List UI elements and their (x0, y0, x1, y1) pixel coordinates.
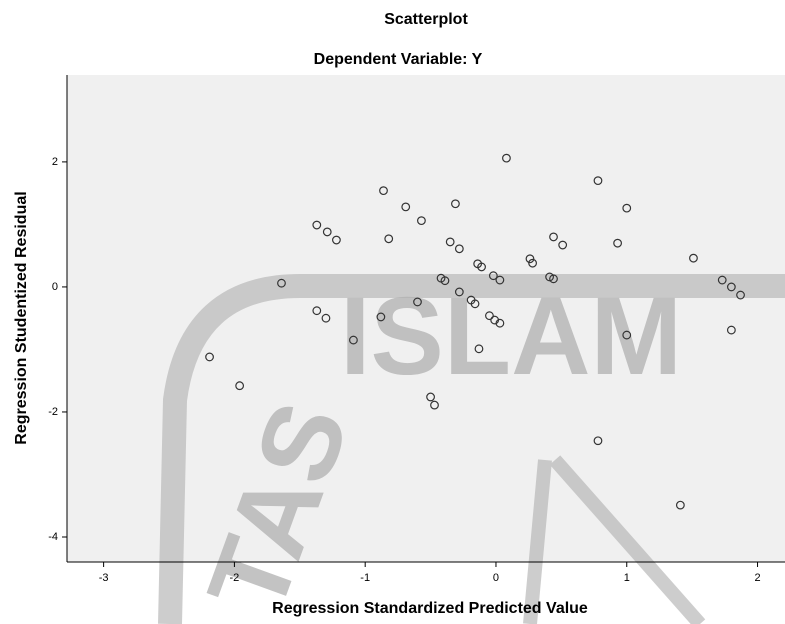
x-tick-label: 1 (624, 572, 630, 584)
y-tick-label: -4 (48, 531, 58, 543)
x-tick-label: 0 (493, 572, 499, 584)
x-axis-label: Regression Standardized Predicted Value (272, 600, 588, 617)
x-tick-label: -1 (360, 572, 370, 584)
x-tick-label: 2 (754, 572, 760, 584)
y-tick-label: 2 (52, 156, 58, 168)
chart-subtitle: Dependent Variable: Y (314, 51, 483, 68)
y-tick-label: -2 (48, 406, 58, 418)
x-tick-label: -3 (99, 572, 109, 584)
y-axis-label: Regression Studentized Residual (13, 191, 30, 444)
chart: ISLAM TAS Scatterplot Dependent Variable… (0, 0, 785, 624)
chart-title: Scatterplot (384, 11, 468, 28)
x-tick-label: -2 (230, 572, 240, 584)
y-tick-label: 0 (52, 281, 58, 293)
